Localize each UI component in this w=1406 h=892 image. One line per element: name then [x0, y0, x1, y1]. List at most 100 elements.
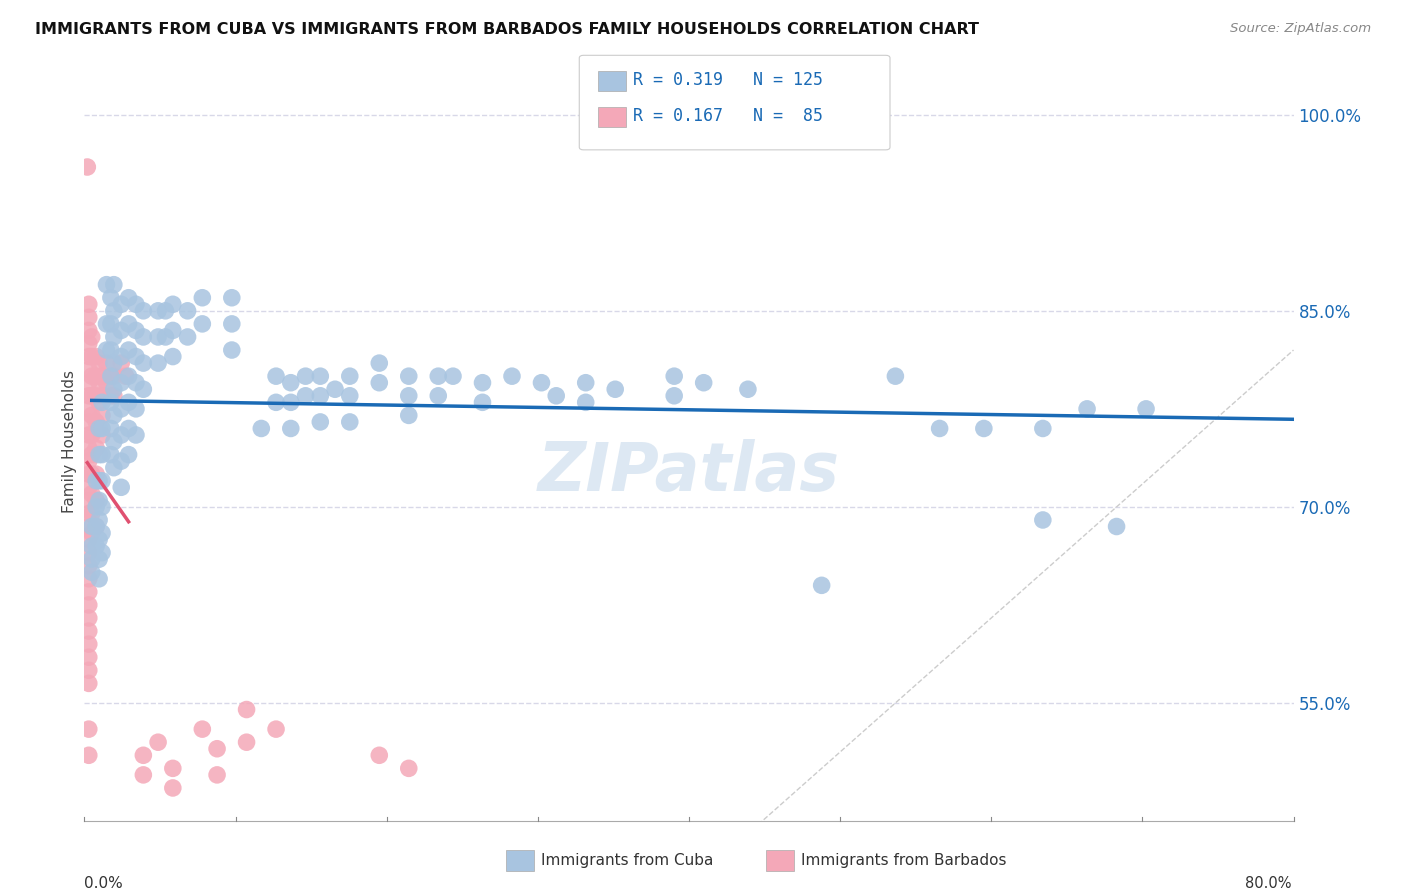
Point — [280, 376, 302, 390]
Point — [77, 401, 100, 416]
Point — [84, 441, 107, 455]
Point — [368, 376, 391, 390]
Point — [103, 389, 125, 403]
Point — [96, 343, 118, 357]
Point — [103, 369, 125, 384]
Point — [205, 741, 228, 756]
Text: Source: ZipAtlas.com: Source: ZipAtlas.com — [1230, 22, 1371, 36]
Point — [309, 389, 332, 403]
Text: 0.0%: 0.0% — [84, 876, 124, 890]
Point — [91, 421, 114, 435]
Point — [928, 421, 950, 435]
Point — [77, 519, 100, 533]
Point — [162, 350, 184, 364]
Point — [146, 356, 169, 370]
Point — [84, 519, 107, 533]
Point — [77, 415, 100, 429]
Point — [664, 389, 686, 403]
Point — [77, 389, 100, 403]
Text: R = 0.167   N =  85: R = 0.167 N = 85 — [633, 107, 823, 125]
Point — [103, 460, 125, 475]
Point — [339, 389, 361, 403]
Point — [77, 663, 100, 677]
Point — [427, 369, 450, 384]
Point — [339, 369, 361, 384]
Text: 80.0%: 80.0% — [1244, 876, 1291, 890]
Point — [125, 323, 148, 337]
Point — [664, 369, 686, 384]
Point — [87, 474, 110, 488]
Point — [77, 362, 100, 376]
Point — [146, 330, 169, 344]
Point — [155, 303, 177, 318]
Point — [77, 507, 100, 521]
Point — [117, 448, 139, 462]
Point — [309, 415, 332, 429]
Point — [110, 428, 132, 442]
Point — [546, 389, 568, 403]
Point — [87, 493, 110, 508]
Point — [125, 428, 148, 442]
Point — [91, 500, 114, 514]
Point — [84, 474, 107, 488]
Point — [77, 558, 100, 573]
Point — [294, 389, 316, 403]
Point — [110, 350, 132, 364]
Y-axis label: Family Households: Family Households — [62, 370, 77, 513]
Point — [132, 330, 155, 344]
Point — [235, 735, 257, 749]
Point — [309, 369, 332, 384]
Point — [87, 395, 110, 409]
Point — [103, 303, 125, 318]
Point — [103, 330, 125, 344]
Point — [110, 480, 132, 494]
Point — [575, 395, 598, 409]
Point — [1135, 401, 1157, 416]
Point — [132, 303, 155, 318]
Point — [530, 376, 553, 390]
Point — [176, 303, 198, 318]
Point — [221, 291, 243, 305]
Point — [77, 467, 100, 482]
Point — [84, 519, 107, 533]
Point — [77, 748, 100, 763]
Point — [100, 291, 122, 305]
Point — [77, 611, 100, 625]
Point — [368, 748, 391, 763]
Text: ZIPatlas: ZIPatlas — [538, 439, 839, 505]
Point — [100, 389, 122, 403]
Point — [91, 409, 114, 423]
Point — [91, 546, 114, 560]
Point — [117, 369, 139, 384]
Point — [77, 650, 100, 665]
Point — [427, 389, 450, 403]
Point — [77, 572, 100, 586]
Point — [125, 297, 148, 311]
Point — [77, 376, 100, 390]
Point — [87, 356, 110, 370]
Point — [77, 441, 100, 455]
Point — [77, 533, 100, 547]
Point — [87, 572, 110, 586]
Point — [77, 350, 100, 364]
Point — [110, 323, 132, 337]
Point — [1032, 421, 1054, 435]
Point — [117, 421, 139, 435]
Point — [221, 317, 243, 331]
Point — [114, 369, 136, 384]
Point — [91, 474, 114, 488]
Point — [103, 409, 125, 423]
Point — [77, 323, 100, 337]
Point — [162, 323, 184, 337]
Point — [80, 369, 103, 384]
Point — [973, 421, 995, 435]
Point — [575, 376, 598, 390]
Point — [77, 454, 100, 468]
Point — [84, 493, 107, 508]
Point — [80, 519, 103, 533]
Point — [125, 350, 148, 364]
Text: IMMIGRANTS FROM CUBA VS IMMIGRANTS FROM BARBADOS FAMILY HOUSEHOLDS CORRELATION C: IMMIGRANTS FROM CUBA VS IMMIGRANTS FROM … — [35, 22, 979, 37]
Point — [76, 160, 98, 174]
Point — [80, 448, 103, 462]
Point — [87, 552, 110, 566]
